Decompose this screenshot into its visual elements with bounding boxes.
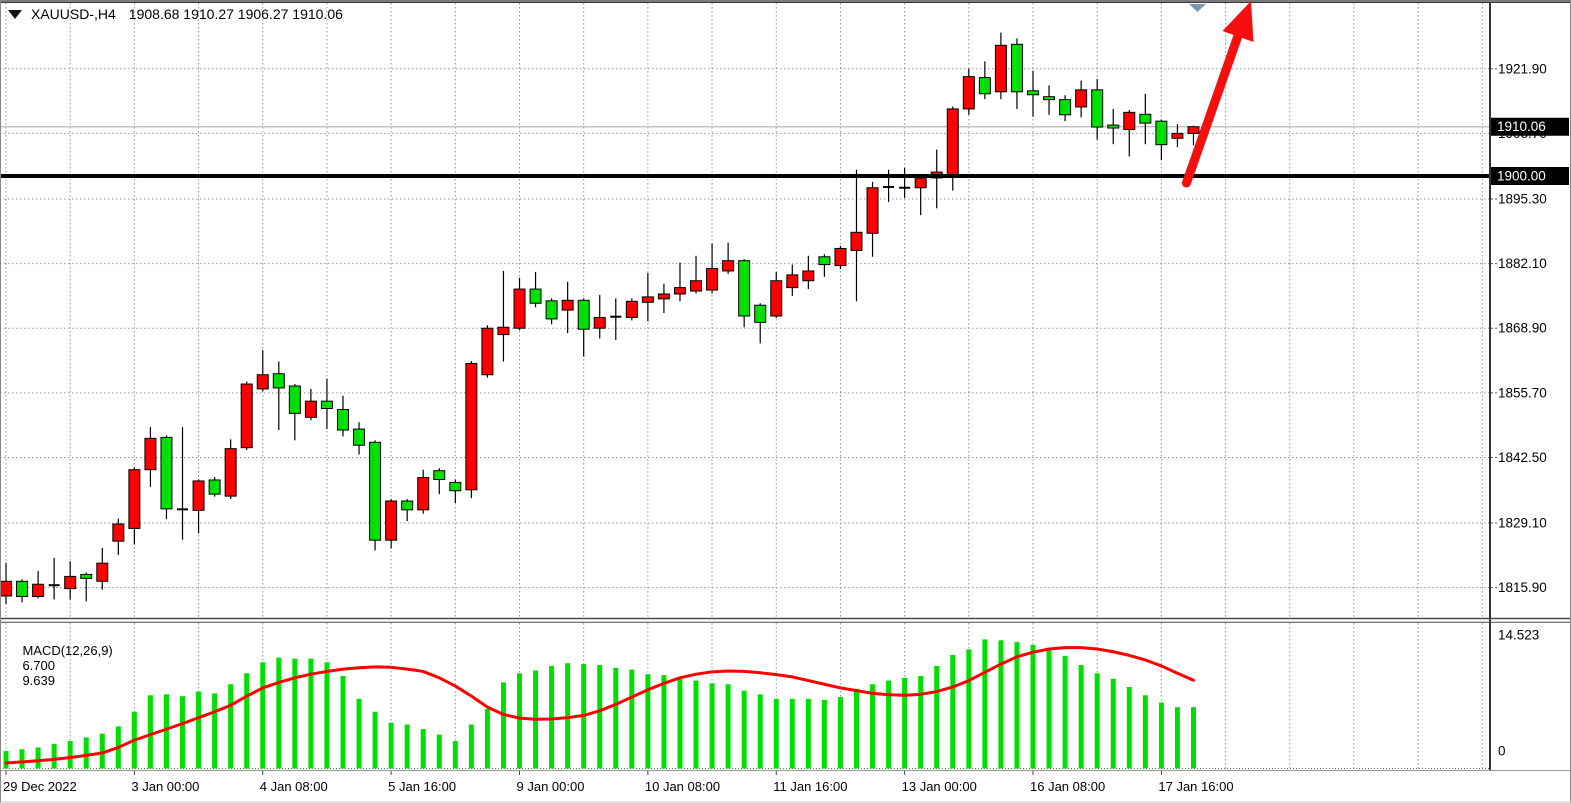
time-tick-label: 16 Jan 08:00 xyxy=(1030,779,1105,794)
macd-main-value: 6.700 xyxy=(22,658,55,673)
macd-signal-line xyxy=(4,646,1195,765)
ohlc-values: 1908.68 1910.27 1906.27 1910.06 xyxy=(128,6,343,22)
time-tick-label: 3 Jan 00:00 xyxy=(131,779,199,794)
svg-text:1910.06: 1910.06 xyxy=(1497,119,1546,134)
time-tick-label: 4 Jan 08:00 xyxy=(260,779,328,794)
symbol-label: XAUUSD-,H4 xyxy=(31,6,116,22)
chart-title: XAUUSD-,H4 1908.68 1910.27 1906.27 1910.… xyxy=(8,6,343,22)
grid-lines xyxy=(0,3,1489,769)
svg-text:1900.00: 1900.00 xyxy=(1497,168,1546,183)
scroll-to-end-icon[interactable] xyxy=(1189,4,1206,12)
time-tick-label: 10 Jan 08:00 xyxy=(645,779,720,794)
time-axis[interactable]: 29 Dec 2022 3 Jan 00:00 4 Jan 08:00 5 Jan 1… xyxy=(3,771,1234,794)
price-tick-label: 1829.10 xyxy=(1498,516,1547,531)
time-tick-label: 29 Dec 2022 xyxy=(3,779,77,794)
price-tick-label: 1895.30 xyxy=(1498,192,1547,207)
price-badge-1910.06: 1910.06 xyxy=(1491,117,1569,136)
price-tick-label: 1882.10 xyxy=(1498,256,1547,271)
time-tick-label: 17 Jan 16:00 xyxy=(1158,779,1233,794)
price-tick-label: 1855.70 xyxy=(1498,385,1547,400)
symbol-triangle-icon[interactable] xyxy=(8,9,22,19)
macd-name: MACD(12,26,9) xyxy=(22,643,113,658)
time-tick-label: 13 Jan 00:00 xyxy=(902,779,977,794)
macd-axis-max: 14.523 xyxy=(1498,628,1539,643)
time-tick-label: 11 Jan 16:00 xyxy=(773,779,847,794)
candlestick-layer[interactable] xyxy=(0,32,1200,605)
time-tick-label: 5 Jan 16:00 xyxy=(388,779,456,794)
macd-signal-value: 9.639 xyxy=(22,673,55,688)
time-tick-label: 9 Jan 00:00 xyxy=(517,779,585,794)
macd-histogram xyxy=(3,639,1196,769)
price-tick-label: 1921.90 xyxy=(1498,61,1547,76)
macd-label: MACD(12,26,9) 6.700 9.639 xyxy=(8,628,113,703)
price-tick-label: 1815.90 xyxy=(1498,580,1547,595)
price-tick-label: 1842.50 xyxy=(1498,450,1547,465)
macd-axis-min: 0 xyxy=(1498,744,1506,759)
trend-arrow[interactable] xyxy=(1181,1,1254,188)
price-badge-1900.00: 1900.00 xyxy=(1491,166,1569,185)
price-tick-label: 1868.90 xyxy=(1498,321,1547,336)
